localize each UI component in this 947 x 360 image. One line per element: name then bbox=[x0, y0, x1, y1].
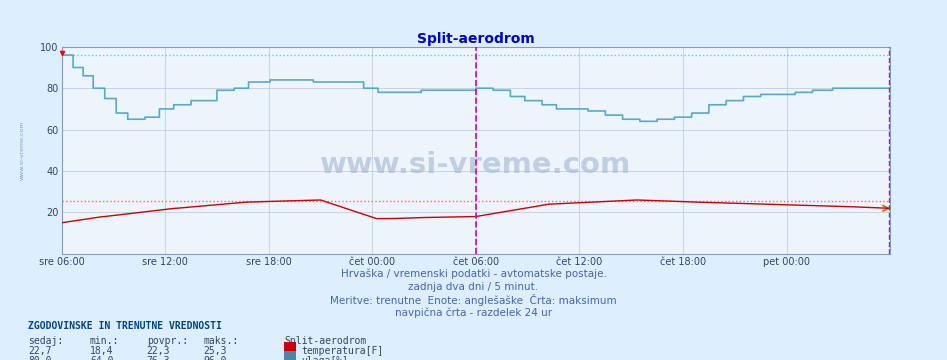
Text: vlaga[%]: vlaga[%] bbox=[301, 356, 348, 360]
Text: 80,0: 80,0 bbox=[28, 356, 52, 360]
Text: www.si-vreme.com: www.si-vreme.com bbox=[320, 151, 632, 179]
Text: zadnja dva dni / 5 minut.: zadnja dva dni / 5 minut. bbox=[408, 282, 539, 292]
Text: Meritve: trenutne  Enote: anglešaške  Črta: maksimum: Meritve: trenutne Enote: anglešaške Črta… bbox=[331, 294, 616, 306]
Text: sedaj:: sedaj: bbox=[28, 336, 63, 346]
Text: min.:: min.: bbox=[90, 336, 119, 346]
Text: 96,0: 96,0 bbox=[204, 356, 227, 360]
Text: ZGODOVINSKE IN TRENUTNE VREDNOSTI: ZGODOVINSKE IN TRENUTNE VREDNOSTI bbox=[28, 321, 223, 331]
Text: navpična črta - razdelek 24 ur: navpična črta - razdelek 24 ur bbox=[395, 307, 552, 318]
Text: temperatura[F]: temperatura[F] bbox=[301, 346, 384, 356]
Text: 25,3: 25,3 bbox=[204, 346, 227, 356]
Text: 18,4: 18,4 bbox=[90, 346, 114, 356]
Text: 76,3: 76,3 bbox=[147, 356, 170, 360]
Text: 22,7: 22,7 bbox=[28, 346, 52, 356]
Text: povpr.:: povpr.: bbox=[147, 336, 188, 346]
Title: Split-aerodrom: Split-aerodrom bbox=[417, 32, 535, 46]
Text: Hrvaška / vremenski podatki - avtomatske postaje.: Hrvaška / vremenski podatki - avtomatske… bbox=[341, 268, 606, 279]
Text: 22,3: 22,3 bbox=[147, 346, 170, 356]
Text: 64,0: 64,0 bbox=[90, 356, 114, 360]
Text: Split-aerodrom: Split-aerodrom bbox=[284, 336, 366, 346]
Text: maks.:: maks.: bbox=[204, 336, 239, 346]
Text: www.si-vreme.com: www.si-vreme.com bbox=[19, 121, 25, 180]
